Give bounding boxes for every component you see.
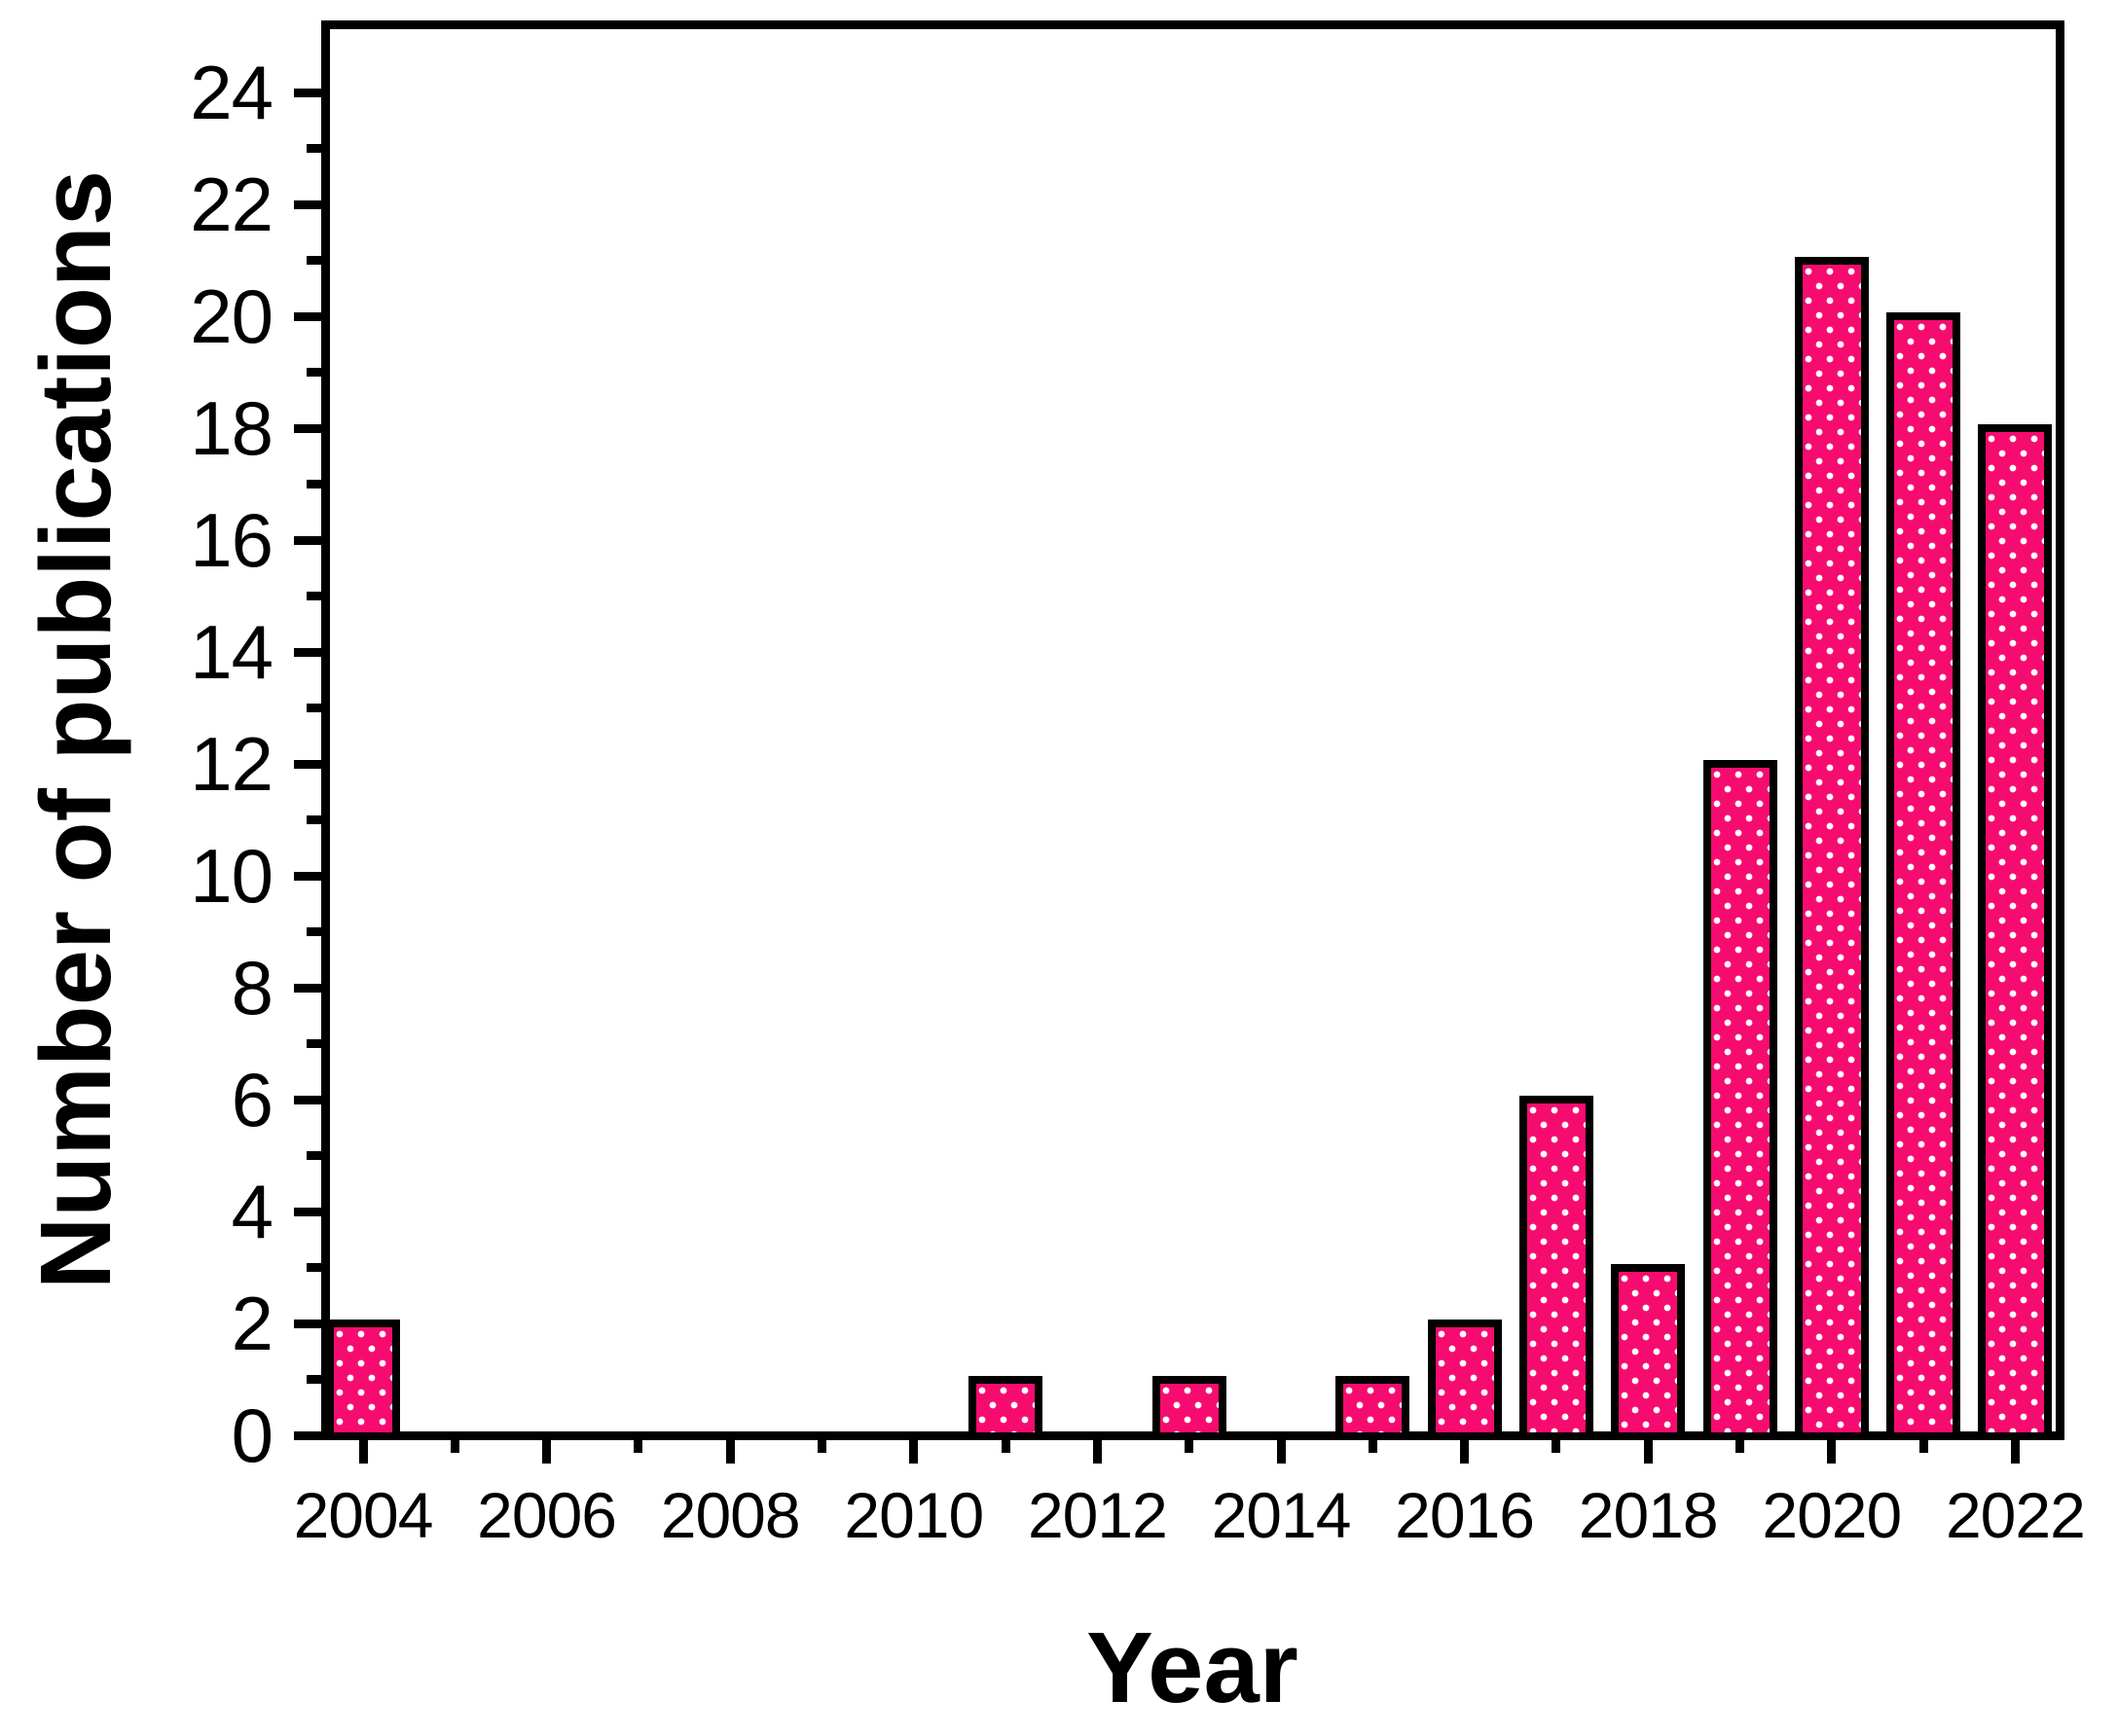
y-tick-label-16: 16 — [190, 497, 274, 583]
y-minor-tick-9 — [306, 927, 321, 936]
y-tick-label-6: 6 — [231, 1057, 274, 1142]
x-major-tick-2004 — [358, 1439, 368, 1464]
bar-2021 — [1886, 312, 1961, 1440]
y-tick-label-12: 12 — [190, 721, 274, 807]
x-major-tick-2014 — [1276, 1439, 1286, 1464]
bar-2016 — [1427, 1320, 1502, 1440]
y-minor-tick-5 — [306, 1151, 321, 1160]
y-tick-label-8: 8 — [231, 945, 274, 1031]
y-major-tick-16 — [293, 535, 321, 545]
x-tick-label-2008: 2008 — [660, 1479, 801, 1551]
y-tick-label-10: 10 — [190, 833, 274, 919]
y-major-tick-22 — [293, 199, 321, 209]
y-major-tick-8 — [293, 983, 321, 993]
x-tick-label-2020: 2020 — [1762, 1479, 1902, 1551]
x-minor-tick-2005 — [450, 1439, 459, 1453]
x-major-tick-2022 — [2010, 1439, 2020, 1464]
x-minor-tick-2011 — [1001, 1439, 1010, 1453]
x-minor-tick-2013 — [1185, 1439, 1194, 1453]
x-minor-tick-2007 — [634, 1439, 643, 1453]
y-minor-tick-21 — [306, 256, 321, 265]
y-tick-label-18: 18 — [190, 385, 274, 471]
y-major-tick-18 — [293, 423, 321, 433]
bar-2011 — [968, 1375, 1043, 1440]
x-tick-label-2016: 2016 — [1395, 1479, 1535, 1551]
y-minor-tick-3 — [306, 1263, 321, 1272]
y-minor-tick-11 — [306, 815, 321, 824]
y-tick-label-22: 22 — [190, 162, 274, 247]
x-tick-label-2022: 2022 — [1945, 1479, 2086, 1551]
x-tick-label-2018: 2018 — [1578, 1479, 1719, 1551]
y-minor-tick-19 — [306, 368, 321, 377]
y-tick-label-20: 20 — [190, 273, 274, 359]
y-tick-label-24: 24 — [190, 50, 274, 135]
x-major-tick-2016 — [1460, 1439, 1470, 1464]
y-minor-tick-23 — [306, 144, 321, 153]
bar-2020 — [1794, 256, 1869, 1440]
y-tick-label-2: 2 — [231, 1281, 274, 1366]
y-major-tick-4 — [293, 1207, 321, 1216]
x-tick-label-2010: 2010 — [844, 1479, 984, 1551]
x-major-tick-2010 — [909, 1439, 919, 1464]
y-major-tick-0 — [293, 1430, 321, 1440]
y-axis-title: Number of publications — [19, 169, 131, 1290]
x-tick-label-2012: 2012 — [1027, 1479, 1168, 1551]
bar-2022 — [1978, 424, 2053, 1440]
y-major-tick-10 — [293, 871, 321, 881]
y-major-tick-12 — [293, 759, 321, 769]
y-minor-tick-7 — [306, 1039, 321, 1048]
x-tick-label-2014: 2014 — [1211, 1479, 1352, 1551]
x-major-tick-2006 — [542, 1439, 552, 1464]
bar-2017 — [1518, 1096, 1593, 1440]
bar-2015 — [1335, 1375, 1410, 1440]
x-minor-tick-2021 — [1918, 1439, 1928, 1453]
y-minor-tick-17 — [306, 480, 321, 488]
x-minor-tick-2009 — [818, 1439, 826, 1453]
y-minor-tick-1 — [306, 1375, 321, 1384]
x-minor-tick-2019 — [1735, 1439, 1744, 1453]
y-tick-label-0: 0 — [231, 1392, 274, 1478]
bar-2004 — [326, 1320, 400, 1440]
y-tick-label-4: 4 — [231, 1169, 274, 1254]
x-major-tick-2008 — [725, 1439, 735, 1464]
y-minor-tick-15 — [306, 592, 321, 600]
bar-2018 — [1611, 1263, 1686, 1440]
y-tick-label-14: 14 — [190, 609, 274, 695]
x-tick-label-2006: 2006 — [477, 1479, 617, 1551]
x-major-tick-2012 — [1092, 1439, 1102, 1464]
bar-2019 — [1702, 760, 1777, 1440]
y-major-tick-20 — [293, 311, 321, 321]
y-minor-tick-13 — [306, 704, 321, 712]
y-major-tick-2 — [293, 1319, 321, 1328]
y-major-tick-24 — [293, 88, 321, 97]
x-minor-tick-2017 — [1552, 1439, 1561, 1453]
bar-2013 — [1151, 1375, 1226, 1440]
x-major-tick-2018 — [1643, 1439, 1653, 1464]
x-minor-tick-2015 — [1368, 1439, 1377, 1453]
x-tick-label-2004: 2004 — [293, 1479, 434, 1551]
y-major-tick-14 — [293, 647, 321, 657]
x-axis-title: Year — [1086, 1611, 1298, 1723]
x-major-tick-2020 — [1827, 1439, 1837, 1464]
y-major-tick-6 — [293, 1095, 321, 1104]
